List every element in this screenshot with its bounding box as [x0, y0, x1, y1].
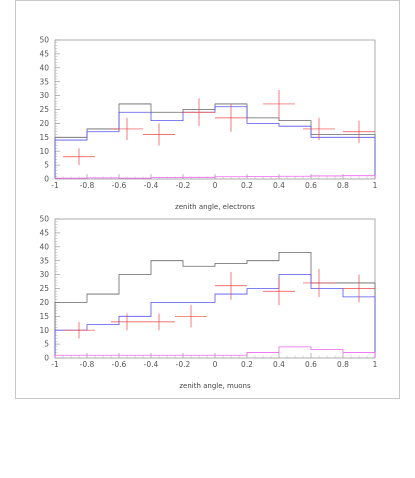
x-tick-label: 1: [373, 181, 378, 190]
x-tick-label: 0: [213, 181, 218, 190]
x-tick-label: -0.2: [176, 181, 191, 190]
x-tick-label: -1: [51, 360, 59, 369]
y-tick-label: 15: [39, 312, 49, 321]
y-tick-label: 35: [39, 256, 49, 265]
y-tick-label: 25: [39, 105, 49, 114]
x-tick-label: -0.4: [144, 360, 159, 369]
y-tick-label: 0: [44, 354, 49, 363]
x-tick-label: 0.6: [305, 360, 317, 369]
y-tick-label: 45: [39, 50, 49, 59]
x-axis-title: zenith angle, electrons: [175, 203, 255, 211]
y-tick-label: 5: [44, 340, 49, 349]
figure-frame: [15, 0, 400, 399]
y-tick-label: 20: [39, 119, 49, 128]
x-tick-label: -1: [51, 181, 59, 190]
y-tick-label: 45: [39, 229, 49, 238]
y-tick-label: 0: [44, 175, 49, 184]
y-tick-label: 40: [39, 63, 49, 72]
y-tick-label: 50: [39, 215, 49, 224]
muons-histogram-panel: 0 5 10 15 20 25 30 35 40 45 50 -1 -0.8 -0.6 -0.4 -0.2 0 0…: [39, 215, 377, 390]
y-tick-label: 15: [39, 133, 49, 142]
x-axis-title: zenith angle, muons: [179, 382, 251, 390]
histogram-series-1: [54, 274, 376, 358]
y-tick-label: 30: [39, 270, 49, 279]
y-tick-label: 20: [39, 298, 49, 307]
y-tick-label: 10: [39, 326, 49, 335]
y-tick-label: 25: [39, 284, 49, 293]
x-tick-label: -0.2: [176, 360, 191, 369]
y-tick-label: 30: [39, 91, 49, 100]
y-tick-label: 35: [39, 77, 49, 86]
y-tick-label: 40: [39, 242, 49, 251]
x-tick-label: 0.8: [337, 181, 349, 190]
y-tick-label: 50: [39, 36, 49, 45]
x-tick-label: 0: [213, 360, 218, 369]
x-tick-label: 0.4: [273, 181, 285, 190]
histogram-series-0: [54, 251, 376, 358]
x-tick-label: -0.6: [112, 360, 127, 369]
electrons-histogram-panel: 0 5 10 15 20 25 30 35 40 45 50 -1 -0.8 -0.6 -0.4 -0.2 0 0…: [39, 36, 377, 211]
x-tick-label: 1: [373, 360, 378, 369]
x-tick-label: 0.2: [241, 360, 253, 369]
x-tick-label: -0.8: [80, 360, 95, 369]
x-tick-label: 0.2: [241, 181, 253, 190]
histogram-series-2: [54, 175, 376, 179]
histogram-series-2: [54, 346, 376, 358]
x-tick-label: 0.4: [273, 360, 285, 369]
y-tick-label: 10: [39, 147, 49, 156]
y-tick-label: 5: [44, 161, 49, 170]
x-tick-label: -0.4: [144, 181, 159, 190]
x-tick-label: -0.6: [112, 181, 127, 190]
x-tick-label: 0.8: [337, 360, 349, 369]
x-tick-label: 0.6: [305, 181, 317, 190]
x-tick-label: -0.8: [80, 181, 95, 190]
